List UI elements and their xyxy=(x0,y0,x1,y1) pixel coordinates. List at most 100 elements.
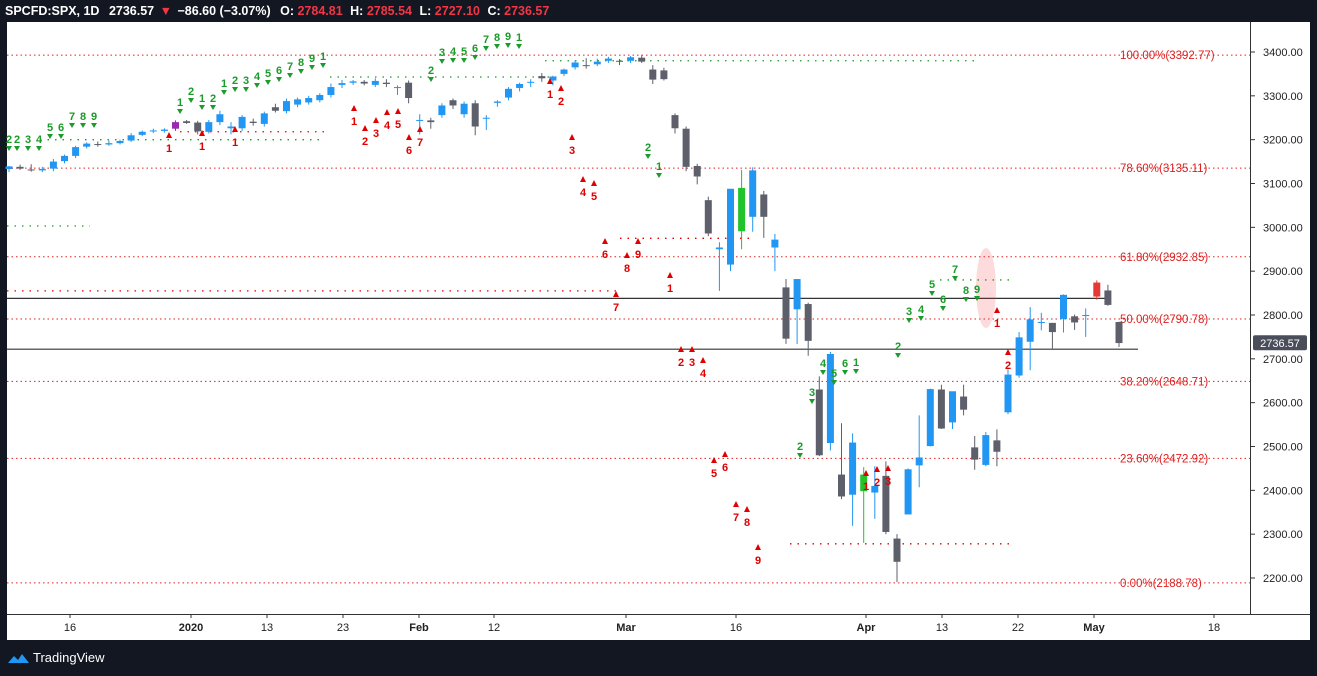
y-tick-label: 3100.00 xyxy=(1263,179,1303,191)
candle-body xyxy=(904,469,912,515)
candle-body xyxy=(83,143,91,147)
fib-label: 100.00%(3392.77) xyxy=(1120,50,1215,62)
td-count-red: 4 xyxy=(700,368,707,380)
candle-body xyxy=(1071,316,1079,323)
td-count-green: 3 xyxy=(809,387,815,399)
td-count-red: 1 xyxy=(547,89,553,101)
td-count-red: 7 xyxy=(733,512,739,524)
td-red-triangle xyxy=(232,126,238,132)
price-scale[interactable] xyxy=(1250,22,1310,614)
td-count-green: 2 xyxy=(6,134,12,146)
td-count-green: 4 xyxy=(36,134,43,146)
candle-body xyxy=(760,194,768,217)
price-change: −86.60 (−3.07%) xyxy=(177,4,270,18)
candle-body xyxy=(1026,319,1034,342)
candle-body xyxy=(405,82,413,99)
y-tick-label: 3300.00 xyxy=(1263,91,1303,103)
candle-body xyxy=(216,114,224,123)
td-count-red: 5 xyxy=(591,191,597,203)
td-count-red: 4 xyxy=(580,187,587,199)
td-green-triangle xyxy=(809,399,815,404)
td-green-triangle xyxy=(36,146,42,151)
td-count-red: 7 xyxy=(417,137,423,149)
td-green-triangle xyxy=(842,370,848,375)
candle-body xyxy=(271,107,279,111)
td-red-triangle xyxy=(384,109,390,115)
td-count-red: 3 xyxy=(373,128,379,140)
td-count-green: 5 xyxy=(929,279,935,291)
candle-body xyxy=(993,440,1001,452)
candle-body xyxy=(38,169,46,171)
y-tick-label: 2800.00 xyxy=(1263,310,1303,322)
candle-body xyxy=(582,65,590,67)
td-count-green: 3 xyxy=(439,47,445,59)
candle-body xyxy=(227,126,235,129)
td-green-triangle xyxy=(645,154,651,159)
td-count-red: 3 xyxy=(569,145,575,157)
symbol-label: SPCFD:SPX, 1D xyxy=(5,4,99,18)
td-green-triangle xyxy=(254,83,260,88)
td-count-red: 8 xyxy=(744,517,750,529)
td-red-triangle xyxy=(602,238,608,244)
tradingview-logo[interactable]: TradingView xyxy=(8,650,105,665)
candle-body xyxy=(793,279,801,310)
x-tick-label: Mar xyxy=(616,622,636,634)
td-green-triangle xyxy=(232,87,238,92)
td-green-triangle xyxy=(494,44,500,49)
td-red-triangle xyxy=(722,451,728,457)
td-red-triangle xyxy=(689,346,695,352)
candle-body xyxy=(316,94,324,101)
fib-label: 38.20%(2648.71) xyxy=(1120,376,1208,388)
td-green-triangle xyxy=(298,69,304,74)
td-red-triangle xyxy=(591,180,597,186)
candle-body xyxy=(971,447,979,460)
td-red-triangle xyxy=(613,291,619,297)
price-tag-text: 2736.57 xyxy=(1260,338,1300,350)
td-count-red: 7 xyxy=(613,302,619,314)
y-tick-label: 3400.00 xyxy=(1263,47,1303,59)
td-green-triangle xyxy=(243,87,249,92)
td-green-triangle xyxy=(80,123,86,128)
td-count-red: 2 xyxy=(1005,360,1011,372)
td-count-green: 1 xyxy=(199,93,205,105)
td-count-green: 7 xyxy=(952,264,958,276)
td-count-green: 4 xyxy=(450,46,457,58)
td-red-triangle xyxy=(994,307,1000,313)
cloud-icon xyxy=(8,654,29,663)
y-tick-label: 2300.00 xyxy=(1263,529,1303,541)
plot-area[interactable] xyxy=(7,22,1250,614)
candle-body xyxy=(560,69,568,74)
candle-body xyxy=(960,396,968,410)
td-green-triangle xyxy=(25,146,31,151)
td-green-triangle xyxy=(461,58,467,63)
candle-body xyxy=(205,122,213,132)
price-tag-box xyxy=(1253,335,1307,351)
candle-body xyxy=(693,165,701,177)
td-count-green: 1 xyxy=(177,97,183,109)
td-count-green: 3 xyxy=(25,134,31,146)
fib-label: 23.60%(2472.92) xyxy=(1120,453,1208,465)
candle-body xyxy=(27,169,35,171)
td-green-triangle xyxy=(516,44,522,49)
candle-body xyxy=(160,129,168,131)
candle-body xyxy=(305,98,313,103)
x-tick-label: May xyxy=(1083,622,1105,634)
fib-label: 78.60%(3135.11) xyxy=(1120,163,1208,175)
high-value: 2785.54 xyxy=(367,4,412,18)
td-red-triangle xyxy=(395,108,401,114)
candle-body xyxy=(1082,315,1090,316)
td-count-green: 6 xyxy=(276,65,282,77)
dots-layer xyxy=(7,60,1012,545)
td-count-red: 1 xyxy=(166,143,172,155)
td-green-triangle xyxy=(952,276,958,281)
time-scale[interactable] xyxy=(7,614,1310,640)
fib-label: 50.00%(2790.78) xyxy=(1120,314,1208,326)
candle-body xyxy=(782,287,790,339)
low-label: L: xyxy=(420,4,432,18)
td-green-triangle xyxy=(287,73,293,78)
td-red-triangle xyxy=(678,346,684,352)
td-count-green: 6 xyxy=(842,358,848,370)
td-green-triangle xyxy=(505,43,511,48)
